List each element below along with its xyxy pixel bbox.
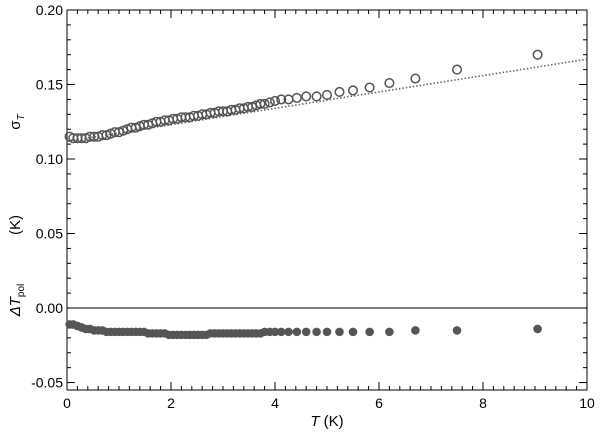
y-tick-labels: -0.05 0.00 0.05 0.10 0.15 0.20 [31,2,63,391]
y-tick-label: -0.05 [31,375,63,391]
delta-data-point [335,327,344,337]
x-axis-label: T (K) [310,413,343,430]
sigma-data-point [364,82,375,93]
x-tick-label: 2 [167,395,175,411]
y-tick-label: 0.10 [36,151,63,167]
delta-data-point [452,326,462,335]
sigma-data-point [451,64,463,75]
delta-data-point [292,327,302,337]
delta-data-point [270,327,280,337]
y-tick-label: 0.05 [36,226,63,242]
sigma-data-point [276,94,287,105]
delta-data-point [312,327,321,337]
x-tick-label: 0 [63,395,71,411]
y-tick-label: 0.00 [36,300,63,316]
x-tick-labels: 0 2 4 6 8 10 [63,395,595,411]
sigma-data-point [321,89,333,100]
y-axis-label-delta: ΔTpol [7,284,27,318]
y-axis-label-unit: (K) [7,215,24,235]
sigma-data-point [347,85,359,96]
sigma-data-point [532,49,543,60]
sigma-data-point [255,98,266,109]
delta-data-point [284,327,293,337]
delta-data-point [276,327,286,337]
sigma-data-point [259,98,270,109]
delta-data-point [301,327,311,337]
x-tick-label: 6 [375,395,383,411]
y-tick-label: 0.20 [36,2,63,18]
sigma-data-point [264,97,275,108]
sigma-data-point [410,73,421,84]
x-tick-label: 10 [579,395,595,411]
sigma-data-point [301,91,312,102]
delta-data-point [385,327,394,337]
x-tick-label: 4 [271,395,279,411]
delta-data-point [365,327,374,337]
delta-data-point [322,327,332,337]
sigma-data-point [269,95,281,106]
sigma-data-point [311,91,322,102]
series-layer [64,49,588,340]
y-axis-label-sigma: σT [7,113,27,129]
sigma-data-point [334,86,345,98]
sigma-data-point [291,92,302,103]
sigma-data-point [384,77,395,89]
delta-data-point [411,326,420,335]
x-tick-label: 8 [479,395,487,411]
y-tick-label: 0.15 [36,77,63,93]
delta-data-point [533,324,542,334]
delta-data-point [348,327,358,337]
